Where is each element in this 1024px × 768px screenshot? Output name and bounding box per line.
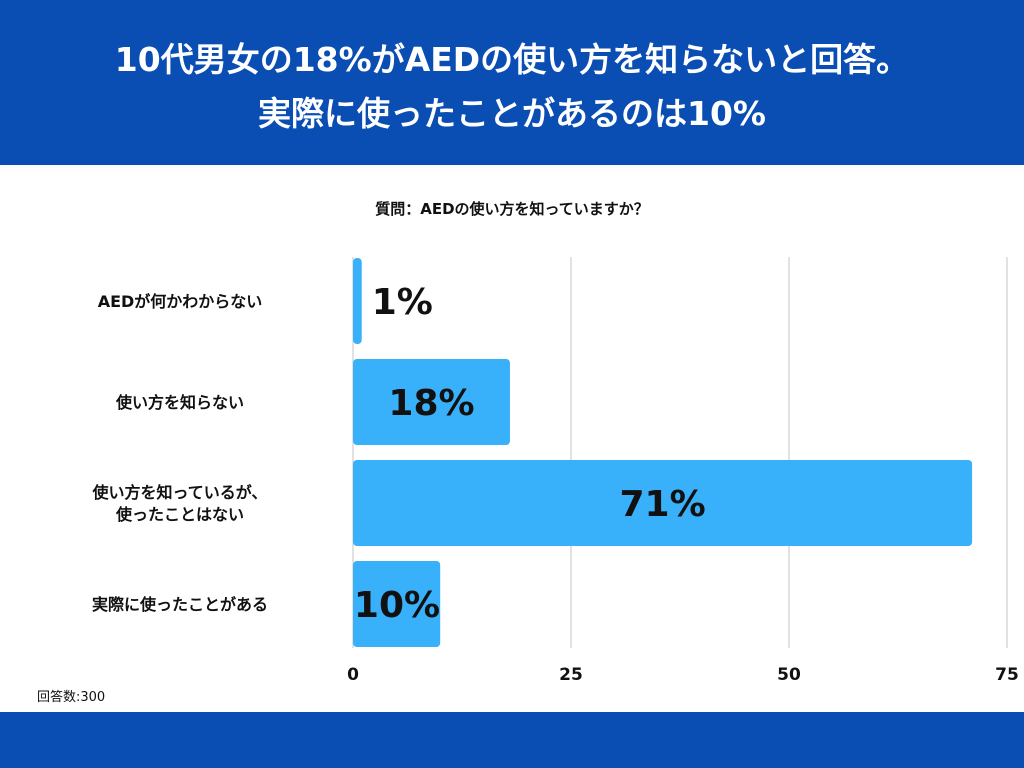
bar bbox=[353, 460, 973, 546]
bar bbox=[353, 561, 441, 647]
x-tick-label: 50 bbox=[777, 665, 801, 685]
data-label: 10% bbox=[354, 585, 440, 626]
bar bbox=[353, 359, 510, 445]
bar bbox=[353, 258, 362, 344]
header-band: 10代男女の18%がAEDの使い方を知らないと回答。 実際に使ったことがあるのは… bbox=[0, 0, 1024, 165]
x-tick-label: 25 bbox=[559, 665, 583, 685]
chart-title-line-1: 10代男女の18%がAEDの使い方を知らないと回答。 bbox=[114, 40, 910, 79]
respondent-count: 回答数:300 bbox=[37, 690, 106, 705]
data-label: 18% bbox=[388, 383, 474, 424]
data-label: 1% bbox=[372, 282, 433, 323]
bar-chart: 0 25 50 75 AEDが何かわからない 1% 使い方を知らない 18% 使い方を知っている… bbox=[92, 257, 1019, 685]
category-label: 使い方を知らない bbox=[115, 393, 244, 412]
bars bbox=[353, 258, 973, 647]
grid-lines bbox=[352, 257, 1008, 648]
category-label: 実際に使ったことがある bbox=[92, 595, 268, 614]
survey-question: 質問：AEDの使い方を知っていますか？ bbox=[375, 200, 649, 218]
footer-band bbox=[0, 712, 1024, 768]
x-tick-label: 75 bbox=[995, 665, 1019, 685]
x-tick-label: 0 bbox=[347, 665, 359, 685]
category-label: 使い方を知っているが、使ったことはない bbox=[92, 483, 268, 524]
data-label: 71% bbox=[619, 484, 705, 525]
category-label: AEDが何かわからない bbox=[98, 292, 263, 311]
labels: 0 25 50 75 AEDが何かわからない 1% 使い方を知らない 18% 使い方を知っている… bbox=[92, 282, 1019, 685]
chart-title-line-2: 実際に使ったことがあるのは10% bbox=[258, 94, 766, 133]
